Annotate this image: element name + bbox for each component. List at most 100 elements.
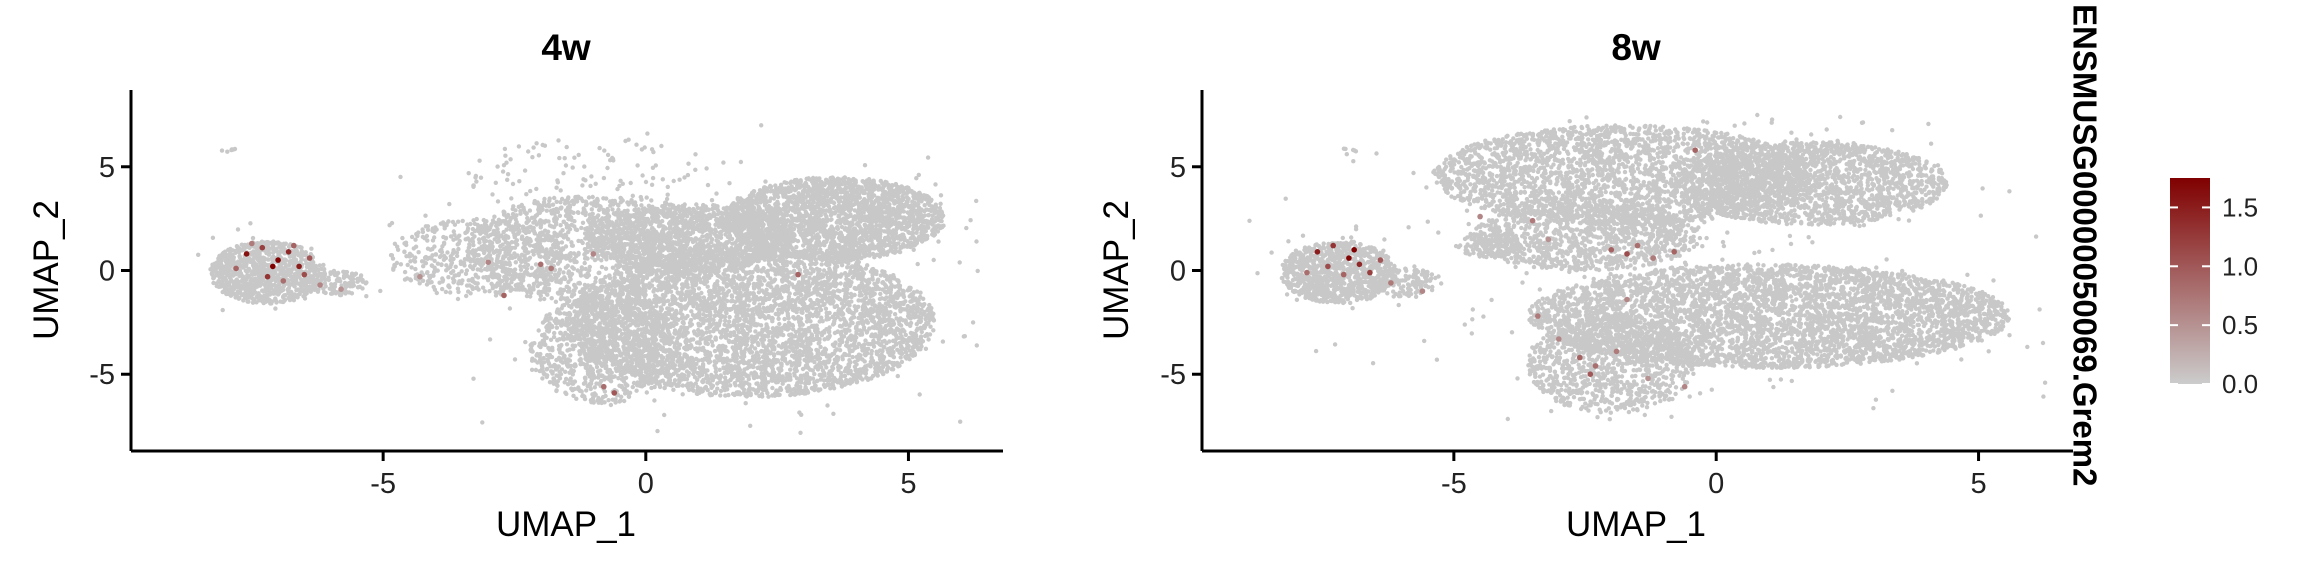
cell-point	[559, 295, 563, 299]
cell-point	[451, 269, 455, 273]
cell-point	[408, 277, 412, 281]
cell-point	[554, 300, 558, 304]
cell-point	[227, 283, 231, 287]
cell-point	[533, 247, 537, 251]
cell-point	[621, 243, 625, 247]
cell-point	[700, 234, 704, 238]
cell-point	[465, 222, 469, 226]
cell-point	[610, 207, 614, 211]
cell-point	[513, 275, 517, 279]
cell-point	[588, 265, 592, 269]
cell-point	[456, 247, 460, 251]
cell-point	[403, 277, 407, 281]
cell-point	[474, 274, 478, 278]
cell-point	[433, 268, 437, 272]
cell-point	[423, 214, 427, 218]
cell-point	[225, 289, 229, 293]
cell-point	[460, 269, 464, 273]
cell-point	[600, 265, 604, 269]
cell-point	[265, 285, 269, 289]
cell-point	[629, 241, 633, 245]
cell-point	[550, 296, 554, 300]
cell-point	[351, 277, 355, 281]
cell-point	[211, 281, 215, 285]
cell-point	[548, 223, 552, 227]
cell-point	[661, 208, 665, 212]
cell-point	[793, 210, 797, 214]
cell-point	[570, 223, 574, 227]
cell-point	[610, 247, 614, 251]
cell-point	[223, 252, 227, 256]
cell-point	[645, 242, 649, 246]
cell-point	[496, 222, 500, 226]
cell-point	[454, 265, 458, 269]
cell-point	[425, 256, 429, 260]
cell-point	[539, 225, 543, 229]
cell-point	[217, 254, 221, 258]
cell-point	[536, 284, 540, 288]
cell-point	[920, 239, 924, 243]
cell-point	[677, 234, 681, 238]
cell-point	[690, 226, 694, 230]
cell-point	[578, 281, 582, 285]
cell-point	[499, 264, 503, 268]
cell-point	[279, 248, 283, 252]
cell-point	[693, 236, 697, 240]
umap-panel-4w: 4w -5 0 5 -505 UMAP_1 UMAP_2	[27, 27, 1003, 544]
cell-point	[418, 281, 422, 285]
cell-point	[497, 239, 501, 243]
cell-point	[261, 256, 265, 260]
cell-point	[245, 294, 249, 298]
cell-point	[545, 260, 549, 264]
cell-point	[625, 230, 629, 234]
cell-point	[446, 284, 450, 288]
cell-point	[593, 216, 597, 220]
cell-point	[536, 236, 540, 240]
cell-point	[440, 287, 444, 291]
cell-point	[561, 270, 565, 274]
cell-point	[302, 251, 306, 255]
cell-point	[471, 287, 475, 291]
cell-point	[440, 250, 444, 254]
cell-point	[517, 257, 521, 261]
cell-point	[566, 264, 570, 268]
cell-point	[444, 290, 448, 294]
cell-point	[430, 264, 434, 268]
cell-point	[579, 226, 583, 230]
cell-point	[296, 287, 300, 291]
cell-point	[642, 226, 646, 230]
cell-point	[535, 276, 539, 280]
cell-point	[596, 226, 600, 230]
cell-point	[588, 238, 592, 242]
cell-point	[596, 241, 600, 245]
cell-point	[226, 248, 230, 252]
cell-point	[571, 211, 575, 215]
cell-point	[359, 273, 363, 277]
cell-point	[295, 272, 299, 276]
cell-point	[356, 285, 360, 289]
cell-point	[416, 230, 420, 234]
cell-point	[345, 270, 349, 274]
cell-point	[233, 251, 237, 255]
cell-point	[562, 220, 566, 224]
cell-point	[713, 203, 717, 207]
cell-point	[416, 250, 420, 254]
cell-point	[642, 231, 646, 235]
cell-point	[476, 287, 480, 291]
cell-point	[486, 245, 490, 249]
cell-point	[443, 223, 447, 227]
cell-point	[483, 289, 487, 293]
cell-point	[330, 284, 334, 288]
cell-point	[487, 266, 491, 270]
cell-point	[548, 251, 552, 255]
cell-point	[685, 243, 689, 247]
cell-point	[614, 223, 618, 227]
cell-point	[697, 244, 701, 248]
cell-point	[286, 280, 290, 284]
cell-point	[602, 236, 606, 240]
cell-point	[237, 254, 241, 258]
cell-point	[620, 250, 624, 254]
cell-point	[605, 220, 609, 224]
cell-point	[434, 252, 438, 256]
cell-point	[686, 230, 690, 234]
